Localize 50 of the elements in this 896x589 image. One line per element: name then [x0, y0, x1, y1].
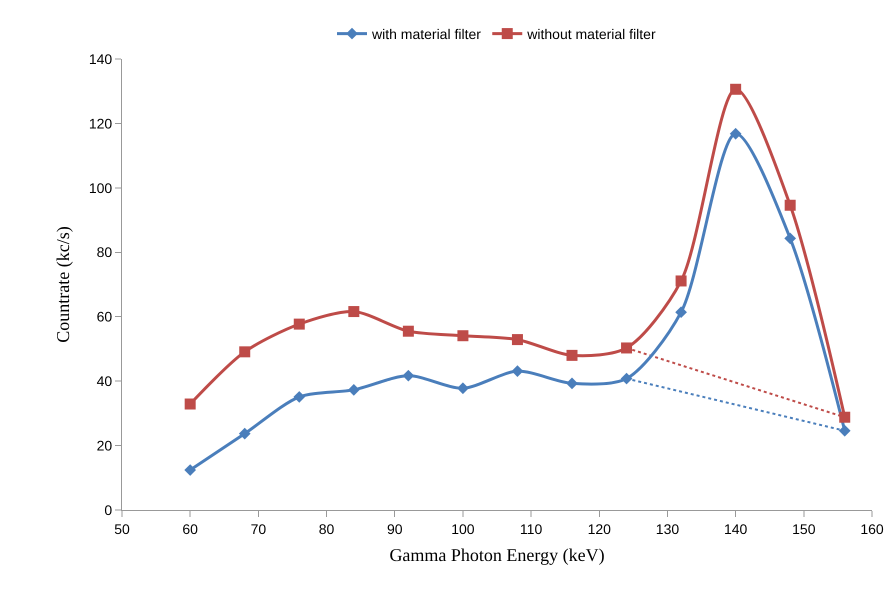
x-tick-label: 100	[451, 520, 475, 537]
x-tick-label: 120	[588, 520, 612, 537]
point	[184, 398, 196, 410]
y-tick-label: 40	[96, 373, 112, 390]
point	[294, 318, 305, 330]
y-tick-label: 100	[88, 180, 112, 196]
point	[457, 330, 468, 342]
point	[348, 384, 360, 396]
point	[784, 200, 796, 211]
x-axis-title: Gamma Photon Energy (keV)	[389, 544, 605, 565]
x-tick-label: 110	[520, 520, 542, 537]
point	[512, 334, 523, 346]
x-tick-label: 90	[386, 520, 403, 537]
point	[512, 365, 524, 378]
x-tick-label: 60	[182, 520, 198, 537]
point	[457, 382, 469, 394]
point	[620, 372, 632, 384]
point	[621, 342, 632, 354]
y-axis-title: Countrate (kc/s)	[53, 226, 74, 343]
y-tick-label: 60	[96, 308, 112, 325]
x-tick-label: 140	[724, 520, 748, 537]
legend-label: without material filter	[526, 26, 656, 42]
point	[730, 84, 742, 95]
point	[348, 306, 360, 318]
x-tick-label: 160	[860, 520, 884, 537]
point	[676, 275, 687, 286]
y-tick-label: 80	[96, 244, 112, 260]
point	[566, 350, 578, 361]
x-tick-label: 70	[250, 520, 266, 537]
point	[675, 306, 687, 318]
x-tick-label: 80	[318, 520, 335, 537]
point	[293, 391, 306, 403]
point	[184, 464, 196, 476]
legend-label: with material filter	[371, 26, 482, 42]
point	[402, 326, 414, 337]
point	[730, 128, 742, 140]
y-tick-label: 120	[88, 115, 112, 132]
point	[839, 412, 850, 423]
point	[238, 428, 251, 440]
y-tick-label: 0	[104, 502, 112, 518]
point	[838, 424, 851, 437]
point	[402, 370, 414, 382]
x-tick-label: 150	[792, 520, 816, 537]
y-tick-label: 140	[88, 50, 112, 67]
x-tick-label: 130	[656, 520, 680, 537]
point	[566, 378, 578, 390]
point	[784, 232, 796, 244]
x-tick-label: 50	[114, 520, 130, 537]
point	[239, 346, 250, 358]
y-tick-label: 20	[96, 437, 112, 454]
